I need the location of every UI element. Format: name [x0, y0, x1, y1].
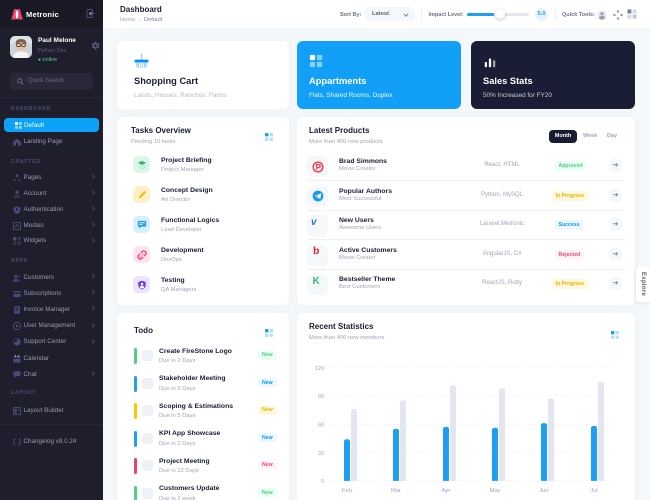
svg-text:30: 30	[318, 451, 324, 457]
svg-text:Apr: Apr	[441, 488, 450, 494]
svg-text:Jul: Jul	[590, 488, 597, 494]
svg-text:0: 0	[321, 479, 324, 485]
svg-text:90: 90	[318, 394, 324, 400]
svg-text:Jun: Jun	[539, 488, 548, 494]
svg-text:Mar: Mar	[391, 488, 401, 494]
svg-text:Feb: Feb	[342, 488, 352, 494]
svg-text:120: 120	[315, 366, 324, 372]
svg-text:May: May	[490, 488, 501, 494]
svg-text:60: 60	[318, 423, 324, 429]
